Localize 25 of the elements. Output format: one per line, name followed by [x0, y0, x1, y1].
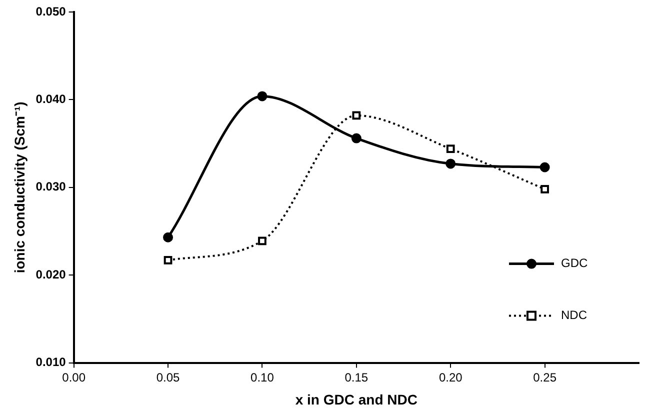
y-axis-title: ionic conductivity (Scm⁻¹)	[11, 102, 28, 274]
point	[540, 162, 550, 172]
point	[446, 158, 456, 169]
point	[540, 184, 549, 194]
point	[163, 232, 174, 242]
legend-label: NDC	[561, 308, 588, 322]
point	[446, 144, 455, 153]
x-tick-label: 0.00	[62, 370, 86, 384]
point	[351, 133, 362, 144]
x-tick-label: 0.20	[438, 370, 463, 384]
y-tick-label: 0.020	[36, 267, 66, 282]
y-tick-label: 0.030	[36, 180, 66, 194]
y-tick-label: 0.010	[36, 355, 66, 370]
y-tick-label: 0.050	[36, 4, 66, 18]
point	[164, 256, 172, 264]
point	[257, 91, 268, 102]
x-tick-label: 0.15	[344, 370, 368, 384]
x-tick-label: 0.10	[250, 370, 274, 384]
point	[258, 236, 266, 246]
x-tick-label: 0.05	[156, 370, 180, 384]
x-tick-label: 0.25	[533, 370, 557, 384]
x-axis-title: x in GDC and NDC	[295, 391, 418, 408]
point	[352, 111, 361, 120]
legend-label: GDC	[561, 256, 588, 270]
y-tick-label: 0.040	[36, 92, 66, 106]
